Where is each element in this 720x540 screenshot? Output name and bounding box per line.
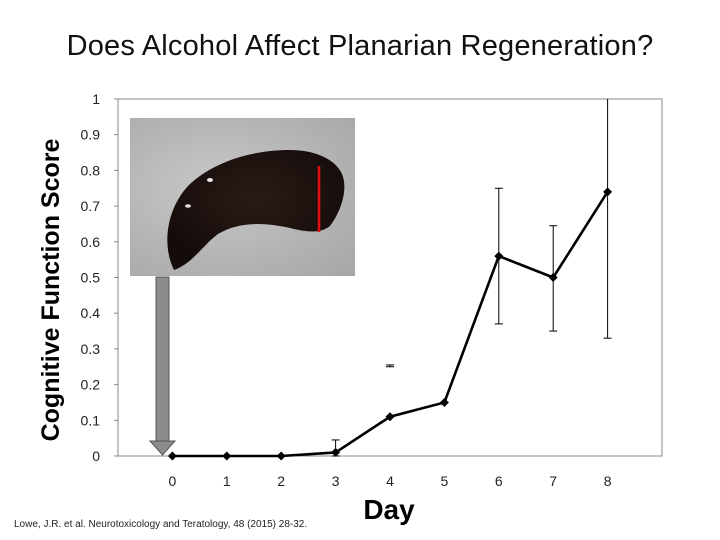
y-axis-label: Cognitive Function Score [37,139,65,442]
planarian-photo [130,118,355,276]
data-point [167,451,177,461]
error-bars [331,99,612,457]
x-tick-label: 2 [277,473,285,489]
y-tick-label: 0.1 [81,412,101,428]
x-tick-label: 1 [223,473,231,489]
x-tick-label: 0 [169,473,177,489]
y-tick-label: 0.2 [81,377,101,393]
data-point [494,251,504,261]
data-point [548,273,558,282]
x-tick-label: 8 [604,473,612,489]
x-tick-label: 6 [495,473,503,489]
y-tick-label: 0.3 [81,341,101,357]
data-point [276,451,286,461]
y-tick-label: 0.8 [81,162,101,178]
x-tick-label: 5 [441,473,449,489]
data-point [603,187,613,197]
data-point [331,447,341,457]
y-tick-label: 1 [92,91,100,107]
y-tick-label: 0 [92,448,100,464]
data-point [439,397,449,407]
data-points [167,187,613,461]
y-tick-label: 0.7 [81,198,101,214]
x-axis-label: Day [363,494,415,525]
y-tick-label: 0.9 [81,127,101,143]
data-point [385,412,395,422]
x-tick-labels: 0 1 2 3 4 5 6 7 8 [169,473,612,489]
x-tick-label: 4 [386,473,394,489]
y-tick-labels: 0 0.1 0.2 0.3 0.4 0.5 0.6 0.7 0.8 0.9 1 [81,91,118,464]
slide-title: Does Alcohol Affect Planarian Regenerati… [66,30,654,62]
citation: Lowe, J.R. et al. Neurotoxicology and Te… [14,519,308,530]
planarian-image [167,150,345,270]
data-point [222,451,232,461]
annotation-arrow [148,276,177,456]
y-tick-label: 0.5 [81,270,101,286]
y-tick-label: 0.4 [81,305,101,321]
x-tick-label: 7 [549,473,557,489]
y-tick-label: 0.6 [81,234,101,250]
x-tick-label: 3 [332,473,340,489]
